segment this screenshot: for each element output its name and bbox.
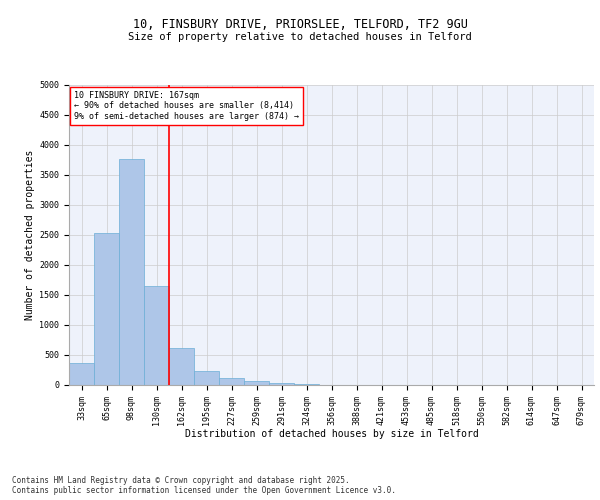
- Bar: [169, 348, 194, 385]
- Bar: [244, 382, 269, 385]
- Y-axis label: Number of detached properties: Number of detached properties: [25, 150, 35, 320]
- Text: 10 FINSBURY DRIVE: 167sqm
← 90% of detached houses are smaller (8,414)
9% of sem: 10 FINSBURY DRIVE: 167sqm ← 90% of detac…: [74, 91, 299, 121]
- Text: Size of property relative to detached houses in Telford: Size of property relative to detached ho…: [128, 32, 472, 42]
- Bar: [144, 286, 169, 385]
- Bar: [119, 160, 144, 385]
- Bar: [294, 384, 319, 385]
- Text: Contains HM Land Registry data © Crown copyright and database right 2025.
Contai: Contains HM Land Registry data © Crown c…: [12, 476, 396, 495]
- Bar: [219, 378, 244, 385]
- Text: 10, FINSBURY DRIVE, PRIORSLEE, TELFORD, TF2 9GU: 10, FINSBURY DRIVE, PRIORSLEE, TELFORD, …: [133, 18, 467, 30]
- Bar: [94, 232, 119, 385]
- Bar: [194, 371, 219, 385]
- Bar: [269, 382, 294, 385]
- X-axis label: Distribution of detached houses by size in Telford: Distribution of detached houses by size …: [185, 429, 478, 439]
- Bar: [69, 362, 94, 385]
